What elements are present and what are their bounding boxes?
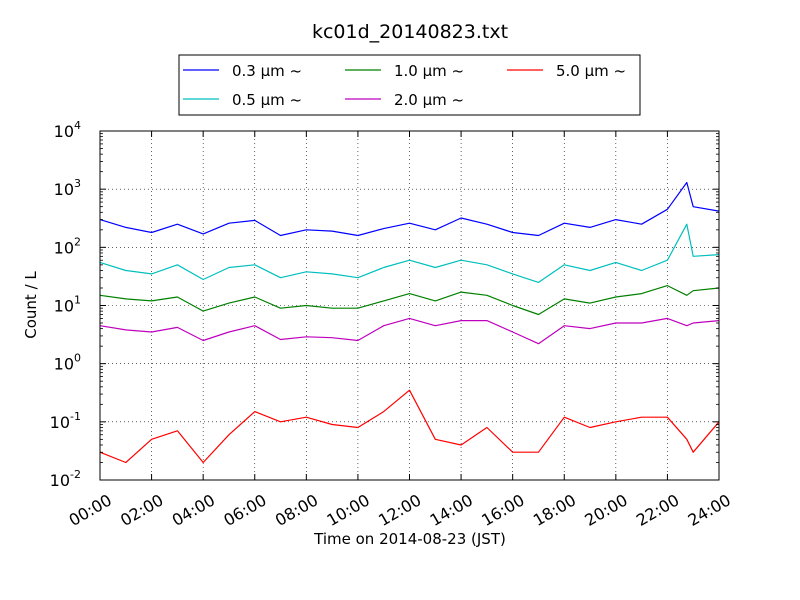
y-tick-exponent: 4 bbox=[74, 119, 81, 132]
y-tick-base: 10 bbox=[54, 238, 74, 257]
legend-entry-label: 1.0 μm ~ bbox=[394, 62, 464, 80]
tick-marks bbox=[99, 130, 720, 481]
legend-entry-label: 2.0 μm ~ bbox=[394, 91, 464, 109]
y-tick-label: 101 bbox=[54, 294, 81, 316]
chart-title: kc01d_20140823.txt bbox=[312, 21, 508, 43]
series-line bbox=[99, 317, 720, 345]
y-tick-exponent: 0 bbox=[74, 352, 81, 365]
y-tick-exponent: -1 bbox=[70, 410, 81, 423]
y-tick-base: 10 bbox=[54, 122, 74, 141]
series-layer bbox=[99, 181, 720, 464]
legend-entry-label: 0.3 μm ~ bbox=[232, 62, 302, 80]
legend-box bbox=[178, 54, 641, 116]
y-tick-base: 10 bbox=[54, 355, 74, 374]
y-tick-label: 102 bbox=[54, 235, 81, 257]
y-tick-exponent: -2 bbox=[70, 468, 81, 481]
y-tick-label: 10-2 bbox=[50, 468, 81, 490]
y-tick-base: 10 bbox=[50, 471, 70, 490]
series-line bbox=[99, 389, 720, 464]
y-tick-label: 103 bbox=[54, 177, 81, 199]
legend-entry-label: 5.0 μm ~ bbox=[556, 62, 626, 80]
y-tick-exponent: 1 bbox=[74, 294, 81, 307]
legend: 0.3 μm ~ 0.5 μm ~ 1.0 μm ~ 2.0 μm ~ 5.0 μm ~ bbox=[178, 54, 641, 116]
y-tick-label: 104 bbox=[54, 119, 81, 141]
series-line bbox=[99, 223, 720, 283]
series-line bbox=[99, 285, 720, 316]
plot-area bbox=[99, 130, 720, 481]
y-tick-exponent: 3 bbox=[74, 177, 81, 190]
y-tick-label: 10-1 bbox=[50, 410, 81, 432]
series-line bbox=[99, 181, 720, 237]
y-tick-base: 10 bbox=[50, 413, 70, 432]
y-tick-label: 100 bbox=[54, 352, 81, 374]
y-axis-label: Count / L bbox=[22, 271, 40, 339]
y-tick-exponent: 2 bbox=[74, 235, 81, 248]
y-tick-base: 10 bbox=[54, 180, 74, 199]
legend-entry-label: 0.5 μm ~ bbox=[232, 91, 302, 109]
x-axis-label: Time on 2014-08-23 (JST) bbox=[313, 530, 506, 548]
y-tick-base: 10 bbox=[54, 297, 74, 316]
